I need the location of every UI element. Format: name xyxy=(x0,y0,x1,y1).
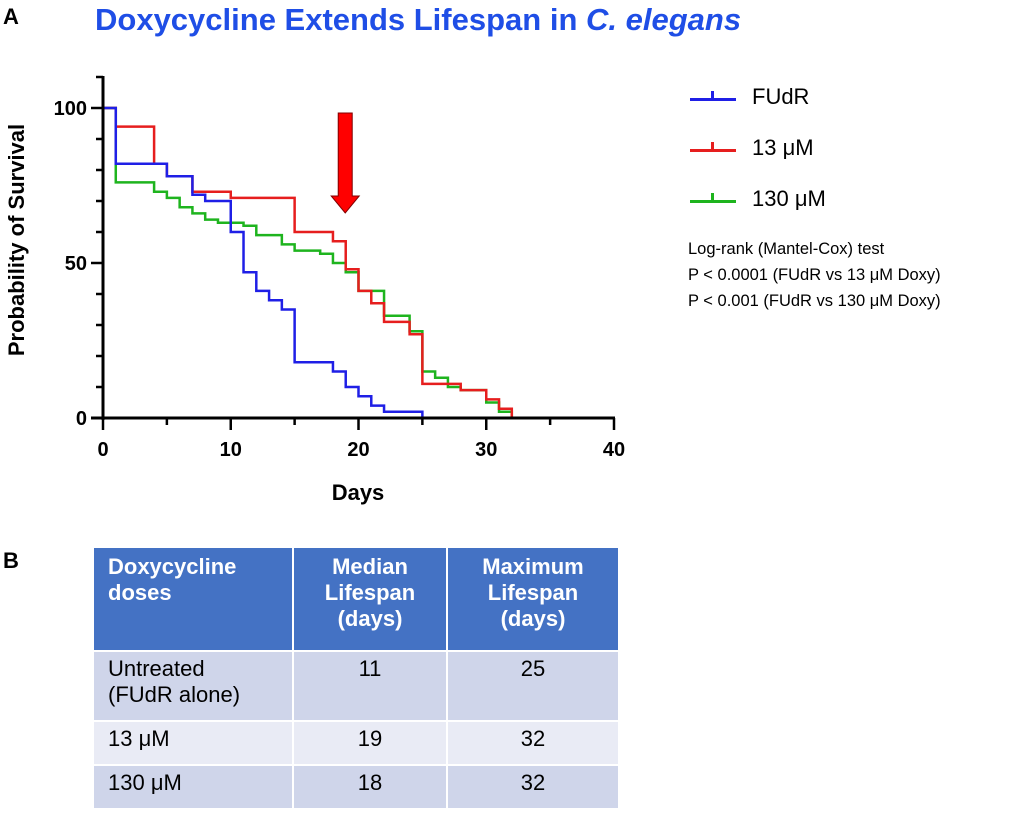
x-tick-label: 40 xyxy=(603,439,625,461)
cell-median: 11 xyxy=(294,650,448,720)
cell-max: 32 xyxy=(448,720,618,764)
lifespan-table: Doxycycline doses Median Lifespan (days)… xyxy=(94,548,618,808)
cell-dose-line1: Untreated xyxy=(108,656,205,681)
legend-label-130um: 130 μM xyxy=(752,186,826,211)
header-maximum-line3: (days) xyxy=(500,606,566,631)
series-line-0 xyxy=(103,106,424,418)
header-median-line2: Lifespan xyxy=(324,580,416,605)
table-row: 13 μM 19 32 xyxy=(94,720,618,764)
survival-chart: 0 50 100 0 10 20 30 40 Days Probability of Surv… xyxy=(4,75,625,505)
down-arrow-icon xyxy=(330,112,361,214)
header-maximum-line2: Lifespan xyxy=(487,580,579,605)
panel-b-label: B xyxy=(3,548,19,573)
cell-median: 18 xyxy=(294,764,448,808)
header-median-line1: Median xyxy=(332,554,408,579)
legend-tick-130um xyxy=(711,193,714,201)
chart-title-main: Doxycycline Extends Lifespan in xyxy=(95,2,586,37)
legend-label-13um: 13 μM xyxy=(752,135,814,160)
y-tick-label: 0 xyxy=(76,408,87,430)
y-axis-label: Probability of Survival xyxy=(4,124,29,356)
legend-line-13um xyxy=(690,149,736,152)
chart-title: Doxycycline Extends Lifespan in C. elega… xyxy=(95,2,741,38)
legend-line-130um xyxy=(690,200,736,203)
cell-dose: 130 μM xyxy=(94,764,294,808)
series-layer xyxy=(103,106,514,418)
cell-dose-line2: (FUdR alone) xyxy=(108,682,241,707)
table-header-row: Doxycycline doses Median Lifespan (days)… xyxy=(94,548,618,650)
legend-tick-fudr xyxy=(711,91,714,99)
legend-tick-13um xyxy=(711,142,714,150)
stats-test-name: Log-rank (Mantel-Cox) test xyxy=(688,240,885,258)
panel-a-label: A xyxy=(3,4,19,29)
table-row: Untreated (FUdR alone) 11 25 xyxy=(94,650,618,720)
arrow-annotation xyxy=(330,112,361,214)
legend-line-fudr xyxy=(690,98,736,101)
cell-max: 25 xyxy=(448,650,618,720)
header-maximum-line1: Maximum xyxy=(482,554,584,579)
x-tick-label: 10 xyxy=(220,439,242,461)
cell-median: 19 xyxy=(294,720,448,764)
axes: 0 50 100 0 10 20 30 40 xyxy=(54,75,625,461)
series-line-1 xyxy=(103,106,514,418)
header-median: Median Lifespan (days) xyxy=(294,548,448,650)
stats-p-value-13um: P < 0.0001 (FUdR vs 13 μM Doxy) xyxy=(688,266,941,284)
header-doses: Doxycycline doses xyxy=(94,548,294,650)
stats-p-value-130um: P < 0.001 (FUdR vs 130 μM Doxy) xyxy=(688,292,941,310)
cell-dose: Untreated (FUdR alone) xyxy=(94,650,294,720)
chart-title-species: C. elegans xyxy=(586,2,742,37)
header-doses-line1: Doxycycline xyxy=(108,554,237,579)
header-median-line3: (days) xyxy=(337,606,403,631)
x-tick-label: 30 xyxy=(475,439,497,461)
table-row: 130 μM 18 32 xyxy=(94,764,618,808)
y-tick-label: 100 xyxy=(54,98,87,120)
cell-dose: 13 μM xyxy=(94,720,294,764)
series-line-2 xyxy=(103,106,514,418)
x-tick-label: 20 xyxy=(347,439,369,461)
header-maximum: Maximum Lifespan (days) xyxy=(448,548,618,650)
header-doses-line2: doses xyxy=(108,580,172,605)
x-tick-label: 0 xyxy=(97,439,108,461)
x-axis-label: Days xyxy=(332,480,385,505)
cell-max: 32 xyxy=(448,764,618,808)
y-tick-label: 50 xyxy=(65,253,87,275)
statistics-text: Log-rank (Mantel-Cox) test P < 0.0001 (F… xyxy=(688,236,941,314)
legend-label-fudr: FUdR xyxy=(752,84,810,109)
